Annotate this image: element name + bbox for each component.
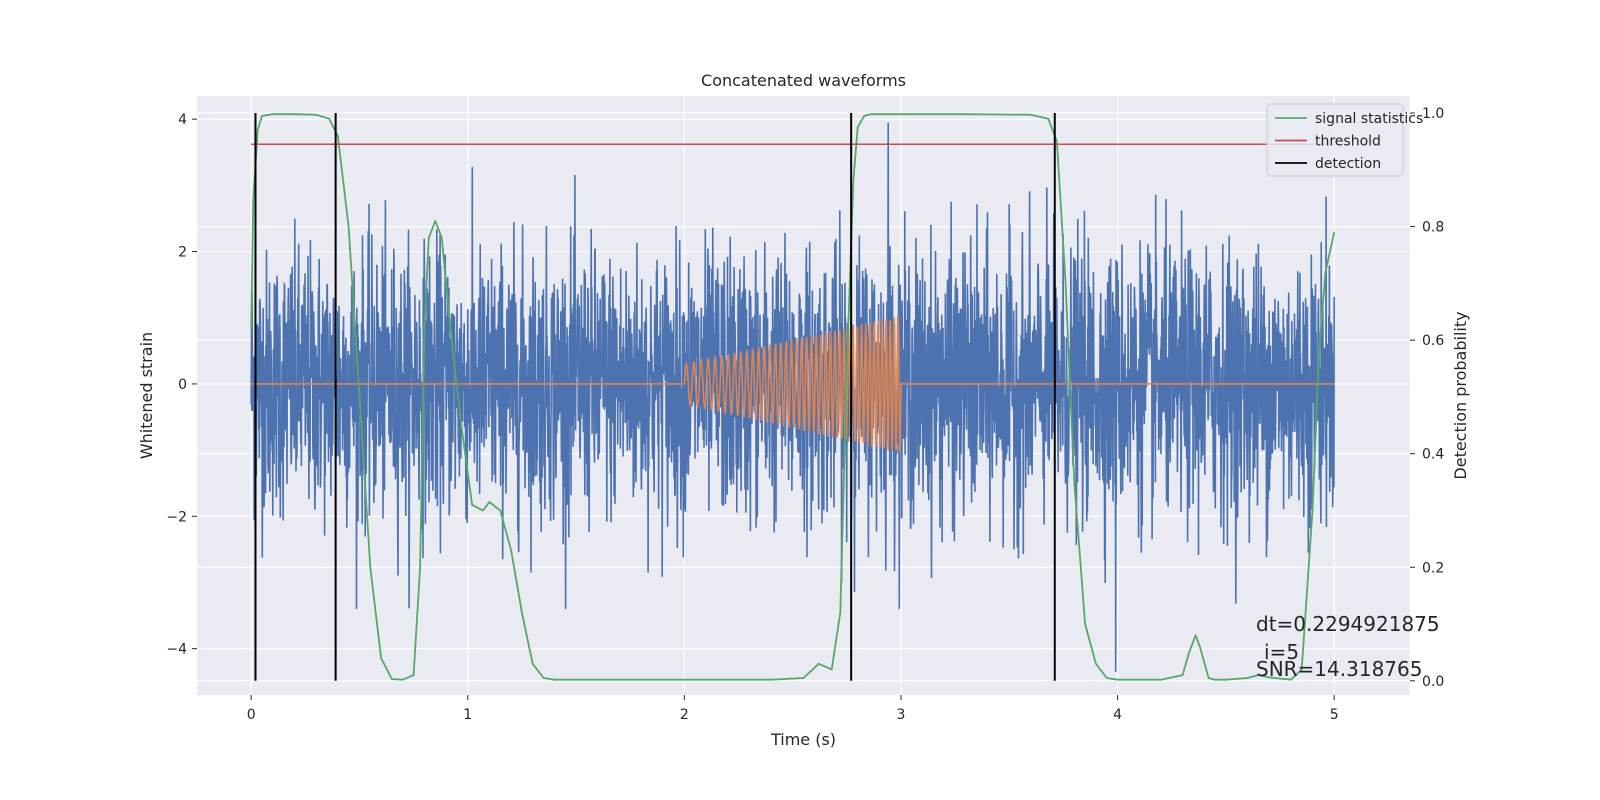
template-line — [251, 315, 1335, 453]
signal-statistics-line — [250, 113, 1336, 681]
y-tick-label: 4 — [178, 112, 187, 128]
detection-series — [254, 113, 1056, 681]
chart-title: Concatenated waveforms — [701, 71, 906, 90]
y2-tick-label: 0.2 — [1422, 560, 1444, 576]
x-tick-label: 2 — [680, 707, 689, 723]
annotation-snr: SNR=14.318765 — [1256, 657, 1422, 681]
y2-tick-label: 0.4 — [1422, 447, 1444, 463]
annotation-dt: dt=0.2294921875 — [1256, 612, 1440, 636]
legend: signal statistics threshold detection — [1266, 103, 1423, 177]
y2-tick-label: 1.0 — [1422, 106, 1444, 122]
y-tick-label: 2 — [178, 245, 187, 261]
x-tick-label: 5 — [1330, 707, 1339, 723]
y-tick-label: −4 — [166, 642, 187, 658]
y2-tick-label: 0.0 — [1422, 674, 1444, 690]
y2-tick-label: 0.6 — [1422, 333, 1444, 349]
legend-label: signal statistics — [1315, 111, 1423, 127]
strain-line — [250, 122, 1335, 672]
x-tick-label: 1 — [463, 707, 472, 723]
annotation-index: i=5 — [1264, 640, 1299, 664]
x-tick-label: 3 — [897, 707, 906, 723]
axes: 0 1 2 3 4 5 −4 −2 0 2 4 0.0 0.2 0.4 0.6 0.8 1.0 — [166, 106, 1444, 723]
legend-label: detection — [1315, 156, 1381, 172]
y-tick-label: −2 — [166, 509, 187, 525]
strain-series — [250, 122, 1335, 672]
x-tick-label: 0 — [247, 707, 256, 723]
legend-box — [1266, 103, 1404, 177]
signal-statistics-series — [250, 113, 1336, 681]
y-axis-label: Whitened strain — [137, 332, 156, 459]
template-series — [251, 315, 1335, 453]
legend-label: threshold — [1315, 134, 1381, 150]
x-tick-label: 4 — [1113, 707, 1122, 723]
y2-tick-label: 0.8 — [1422, 220, 1444, 236]
y-tick-label: 0 — [178, 377, 187, 393]
x-axis-label: Time (s) — [770, 730, 836, 749]
y2-axis-label: Detection probability — [1451, 311, 1470, 479]
